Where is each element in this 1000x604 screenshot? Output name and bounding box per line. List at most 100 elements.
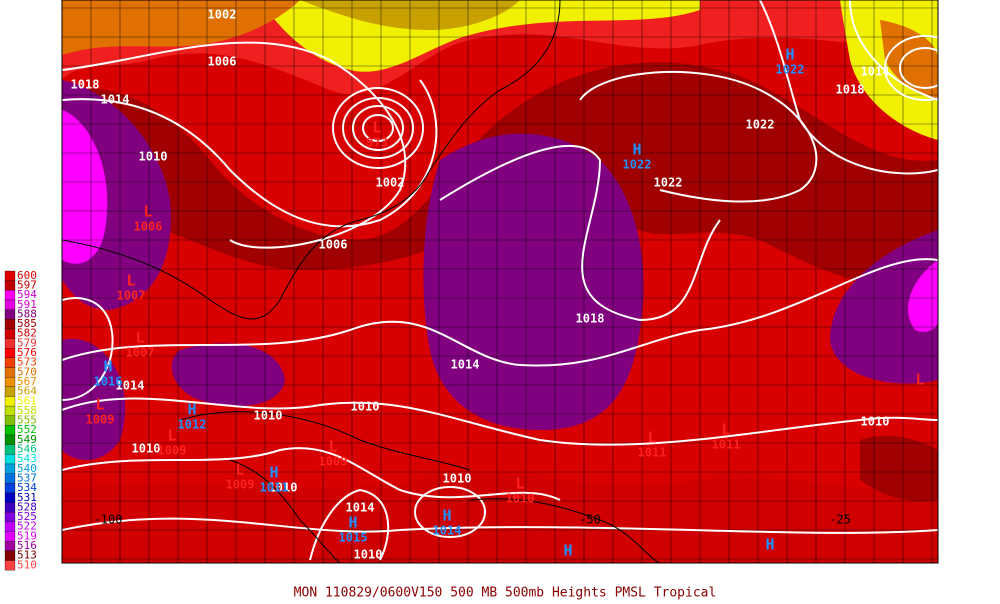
legend-swatch [4, 531, 16, 542]
pressure-center-symbol: L [126, 272, 135, 290]
pressure-center-symbol: H [269, 464, 278, 482]
legend-label: 588 [17, 307, 37, 320]
pressure-center-value: 1015 [339, 531, 368, 545]
pressure-center-symbol: H [765, 536, 774, 554]
pressure-center-symbol: L [721, 421, 730, 439]
legend-label: 585 [17, 317, 37, 330]
pressure-center-value: 1022 [776, 63, 805, 77]
longitude-label: -50 [579, 513, 601, 527]
pressure-center-value: 1007 [117, 289, 146, 303]
legend-label: 513 [17, 549, 37, 562]
legend-swatch [4, 560, 16, 571]
isobar-label: 1010 [139, 150, 168, 164]
pressure-center-value: 1011 [638, 446, 667, 460]
legend-label: 519 [17, 529, 37, 542]
legend-label: 516 [17, 539, 37, 552]
isobar-label: 1006 [208, 55, 237, 69]
isobar-label: 1006 [319, 238, 348, 252]
legend-swatch [4, 357, 16, 368]
isobars [62, 0, 938, 561]
pressure-center-symbol: L [143, 203, 152, 221]
legend-label: 534 [17, 481, 37, 494]
legend-swatch [4, 396, 16, 407]
longitude-label: -25 [829, 513, 851, 527]
legend-label: 540 [17, 462, 37, 475]
pressure-center-symbol: L [95, 396, 104, 414]
legend-swatch [4, 290, 16, 301]
legend-label: 531 [17, 491, 37, 504]
isobar-label: 1010 [132, 442, 161, 456]
isobar-label: 1010 [254, 409, 283, 423]
legend-swatch [4, 444, 16, 455]
legend-label: 597 [17, 278, 37, 291]
map-frame [61, 0, 939, 564]
pressure-center-symbol: H [103, 358, 112, 376]
pressure-center-symbol: H [632, 141, 641, 159]
legend-swatch [4, 492, 16, 503]
longitude-label: -100 [94, 513, 123, 527]
pressure-center-symbol: L [328, 438, 337, 456]
pressure-center-value: 1009 [319, 455, 348, 469]
isobar-label: 1022 [746, 118, 775, 132]
pressure-center-value: 1009 [226, 478, 255, 492]
legend-swatch [4, 541, 16, 552]
legend-label: 570 [17, 365, 37, 378]
legend-swatch [4, 454, 16, 465]
legend-label: 510 [17, 558, 37, 571]
pressure-center-symbol: L [167, 427, 176, 445]
isobar-label: 1018 [71, 78, 100, 92]
legend-label: 537 [17, 471, 37, 484]
isobar-label: 1022 [654, 176, 683, 190]
legend-label: 561 [17, 394, 37, 407]
legend-label: 543 [17, 452, 37, 465]
pressure-center-symbol: L [372, 119, 381, 137]
legend-swatch [4, 405, 16, 416]
pressure-center-value: 1006 [134, 220, 163, 234]
pressure-center-value: 1007 [126, 346, 155, 360]
map-labels: 1002100610181014101010061002101810141010… [71, 8, 925, 562]
legend-swatch [4, 434, 16, 445]
pressure-center-value: 1022 [623, 158, 652, 172]
legend-swatch [4, 309, 16, 320]
legend-label: 573 [17, 356, 37, 369]
isobar-label: 1014 [346, 501, 375, 515]
legend-swatch [4, 483, 16, 494]
isobar-label: 1010 [443, 472, 472, 486]
isobar-label: 1010 [351, 400, 380, 414]
pressure-center-value: 1009 [158, 444, 187, 458]
pressure-center-symbol: L [135, 329, 144, 347]
pressure-center-symbol: H [442, 507, 451, 525]
isobar-label: 1014 [451, 358, 480, 372]
legend-swatch [4, 415, 16, 426]
isobar-label: 1014 [116, 379, 145, 393]
legend-swatch [4, 348, 16, 359]
pressure-center-symbol: H [563, 542, 572, 560]
legend-swatch [4, 473, 16, 484]
legend-swatch [4, 386, 16, 397]
pressure-center-symbol: L [235, 461, 244, 479]
legend-swatch [4, 512, 16, 523]
pressure-center-value: 1014 [433, 524, 462, 538]
pressure-center-symbol: H [348, 514, 357, 532]
legend-swatch [4, 319, 16, 330]
legend-label: 528 [17, 500, 37, 513]
legend-swatch [4, 328, 16, 339]
map-title: MON 110829/0600V150 500 MB 500mb Heights… [294, 586, 717, 601]
pressure-center-value: 1016 [94, 375, 123, 389]
legend-label: 576 [17, 346, 37, 359]
coastlines [62, 0, 661, 563]
legend-label: 552 [17, 423, 37, 436]
legend-swatch [4, 367, 16, 378]
legend-label: 546 [17, 443, 37, 456]
legend-swatch [4, 338, 16, 349]
legend-label: 600 [17, 269, 37, 282]
pressure-center-symbol: L [915, 371, 924, 389]
pressure-center-symbol: L [515, 475, 524, 493]
isobar-label: 1018 [836, 83, 865, 97]
pressure-center-value: 1011 [260, 481, 289, 495]
isobar-label: 1002 [208, 8, 237, 22]
legend-swatch [4, 463, 16, 474]
legend-label: 555 [17, 414, 37, 427]
legend-label: 549 [17, 433, 37, 446]
